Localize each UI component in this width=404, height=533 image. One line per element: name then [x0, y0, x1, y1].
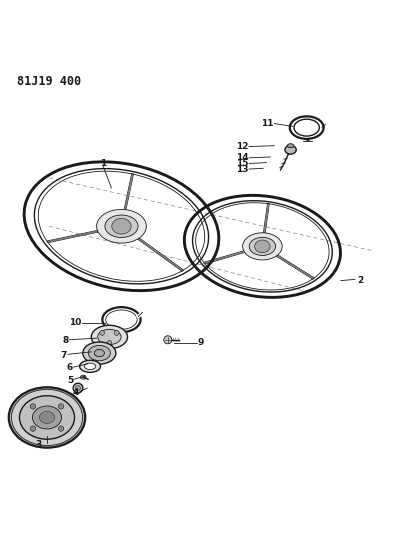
Text: 14: 14: [236, 154, 248, 162]
Text: 1: 1: [100, 159, 107, 168]
Circle shape: [30, 403, 36, 409]
Circle shape: [107, 341, 112, 345]
Ellipse shape: [80, 375, 86, 379]
Text: 4: 4: [73, 387, 79, 397]
Circle shape: [73, 383, 83, 393]
Ellipse shape: [11, 390, 82, 446]
Text: 81J19 400: 81J19 400: [17, 75, 81, 88]
Ellipse shape: [287, 144, 294, 148]
Text: 12: 12: [236, 142, 248, 151]
Circle shape: [114, 330, 119, 335]
Ellipse shape: [88, 345, 110, 361]
Ellipse shape: [39, 411, 55, 424]
Ellipse shape: [112, 219, 131, 234]
Ellipse shape: [98, 329, 121, 345]
Text: 10: 10: [69, 318, 81, 327]
Ellipse shape: [105, 215, 138, 238]
Text: 5: 5: [67, 376, 73, 384]
Ellipse shape: [9, 387, 85, 448]
Ellipse shape: [91, 325, 128, 349]
Text: 7: 7: [61, 351, 67, 360]
Circle shape: [100, 330, 105, 335]
Circle shape: [59, 403, 64, 409]
Ellipse shape: [19, 395, 74, 439]
Ellipse shape: [94, 350, 104, 357]
Text: 3: 3: [36, 440, 42, 449]
Circle shape: [164, 336, 172, 344]
Text: 13: 13: [236, 165, 248, 174]
Ellipse shape: [32, 406, 61, 429]
Ellipse shape: [255, 240, 270, 253]
Circle shape: [59, 426, 64, 431]
Circle shape: [76, 386, 80, 391]
Ellipse shape: [97, 209, 146, 243]
Ellipse shape: [84, 363, 96, 369]
Ellipse shape: [285, 146, 296, 154]
Text: 6: 6: [66, 364, 72, 373]
Text: 2: 2: [357, 276, 363, 285]
Ellipse shape: [80, 360, 101, 373]
Ellipse shape: [243, 233, 282, 260]
Text: 8: 8: [62, 336, 68, 345]
Ellipse shape: [83, 342, 116, 364]
Text: 9: 9: [198, 338, 204, 348]
Text: 15: 15: [236, 159, 248, 168]
Circle shape: [30, 426, 36, 431]
Ellipse shape: [249, 237, 276, 255]
Text: 11: 11: [261, 119, 274, 128]
